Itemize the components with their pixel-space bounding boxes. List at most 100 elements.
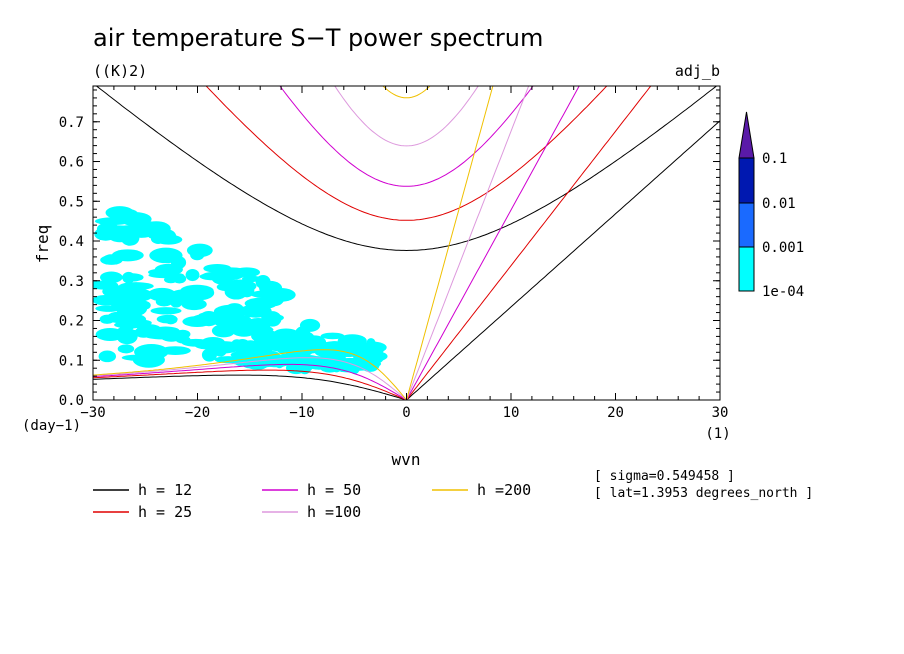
gravity-curve: [382, 86, 431, 99]
shading-patch: [199, 272, 227, 281]
shading-patch: [253, 337, 277, 348]
y-tick-label: 0.6: [59, 155, 84, 171]
rossby-curve: [93, 357, 407, 400]
shading-patch: [328, 352, 344, 360]
shading-patch: [328, 341, 341, 350]
shading-patch: [115, 327, 130, 340]
run-label: adj_b: [675, 62, 720, 80]
spectrum-shading: [93, 206, 388, 375]
legend-label: h = 50: [307, 481, 361, 499]
shading-patch: [155, 297, 173, 307]
shading-patch: [147, 287, 177, 302]
x-axis-label: wvn: [392, 450, 421, 469]
shading-patch: [159, 329, 184, 342]
shading-patch: [111, 249, 144, 262]
shading-patch: [238, 343, 261, 351]
y-tick-label: 0.3: [59, 274, 84, 290]
shading-patch: [242, 275, 261, 283]
shading-patch: [230, 321, 258, 337]
rossby-curve: [93, 369, 407, 400]
y-tick-label: 0.7: [59, 115, 84, 131]
shading-patch: [103, 254, 119, 263]
x-tick-label: 0: [402, 405, 410, 421]
shading-patch: [114, 321, 146, 329]
kelvin-curve: [406, 86, 494, 400]
y-tick-label: 0.4: [59, 234, 84, 250]
legend-label: h = 12: [138, 481, 192, 499]
shading-patch: [219, 316, 237, 327]
y-tick-label: 0.5: [59, 194, 84, 210]
shading-patch: [147, 229, 160, 240]
shading-patch: [136, 324, 162, 335]
shading-patch: [224, 284, 248, 300]
colorbar-segment: [738, 202, 755, 248]
colorbar-label: 0.001: [762, 240, 804, 256]
colorbar-extend-arrow: [738, 111, 755, 159]
shading-patch: [121, 354, 153, 361]
shading-patch: [230, 351, 256, 359]
gravity-curve: [334, 86, 479, 147]
shading-patch: [186, 285, 215, 301]
shading-patch: [211, 324, 236, 338]
x-tick-label: 10: [503, 405, 520, 421]
shading-patch: [365, 338, 377, 351]
x-unit-label: (1): [705, 426, 730, 442]
legend: h = 12 h = 25 h = 50 h =100 h =200: [93, 481, 531, 521]
shading-patch: [213, 304, 249, 319]
x-tick-label: 30: [712, 405, 729, 421]
shading-patch: [98, 350, 117, 363]
kelvin-curve: [406, 86, 580, 400]
gravity-curve: [95, 86, 718, 252]
chart-title: air temperature S−T power spectrum: [93, 24, 543, 52]
shading-patch: [117, 344, 135, 354]
shading-patch: [120, 301, 139, 314]
shading-patch: [217, 267, 246, 275]
shading-patch: [261, 313, 284, 322]
shading-patch: [186, 243, 213, 258]
gravity-curve: [279, 86, 534, 187]
shading-patch: [279, 335, 297, 348]
shading-patch: [213, 341, 228, 357]
shading-patch: [150, 307, 182, 315]
colorbar-label: 0.01: [762, 196, 796, 212]
rossby-curve: [93, 374, 407, 400]
shading-patch: [104, 289, 122, 302]
shading-patch: [106, 311, 131, 324]
axis-ticks: −30 −20 −10 0 10 20 30 0.0 0.1 0.2 0.3 0.4 0.5 0.6 0.7: [59, 86, 729, 421]
kelvin-curve: [406, 120, 720, 400]
shading-patch: [320, 332, 345, 340]
shading-patch: [99, 271, 123, 284]
colorbar-label: 1e-04: [762, 284, 804, 300]
colorbar: 0.1 0.01 0.001 1e-04: [738, 111, 804, 300]
shading-patch: [155, 234, 183, 245]
shading-patch: [122, 271, 135, 284]
shading-patch: [131, 231, 152, 238]
y-unit-label: (day−1): [22, 418, 81, 434]
kelvin-curve: [406, 86, 652, 400]
shading-patch: [159, 346, 191, 355]
dispersion-curves: [93, 86, 720, 400]
shading-patch: [95, 305, 123, 312]
shading-patch: [121, 284, 141, 299]
colorbar-label: 0.1: [762, 151, 787, 167]
sigma-info: [ sigma=0.549458 ]: [594, 469, 735, 484]
shading-patch: [342, 343, 364, 355]
kelvin-curve: [406, 86, 530, 400]
rossby-curve: [93, 349, 407, 400]
x-tick-label: 20: [607, 405, 624, 421]
colorbar-segment: [738, 157, 755, 204]
shading-patch: [244, 297, 278, 310]
gravity-curve: [205, 86, 608, 221]
shading-patch: [290, 353, 303, 364]
shading-patch: [156, 314, 178, 324]
shading-patch: [185, 269, 200, 282]
y-tick-label: 0.0: [59, 393, 84, 409]
shading-patch: [201, 348, 217, 362]
x-tick-label: −10: [289, 405, 314, 421]
shading-patch: [148, 272, 185, 279]
lat-info: [ lat=1.3953 degrees_north ]: [594, 486, 813, 501]
y-axis-label: freq: [33, 225, 52, 264]
colorbar-segment: [738, 246, 755, 292]
units-label: ((K)2): [93, 62, 147, 80]
